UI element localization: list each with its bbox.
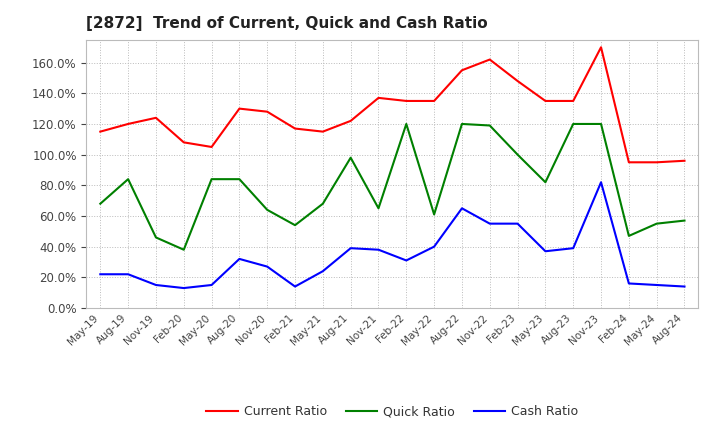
Cash Ratio [152,282,161,288]
Current Ratio [152,115,161,121]
Legend: Current Ratio, Quick Ratio, Cash Ratio: Current Ratio, Quick Ratio, Cash Ratio [202,400,583,423]
Quick Ratio [374,205,383,211]
Text: [2872]  Trend of Current, Quick and Cash Ratio: [2872] Trend of Current, Quick and Cash … [86,16,488,32]
Quick Ratio [624,233,633,238]
Quick Ratio [569,121,577,127]
Cash Ratio [430,244,438,249]
Current Ratio [346,118,355,124]
Cash Ratio [318,268,327,274]
Line: Quick Ratio: Quick Ratio [100,124,685,250]
Current Ratio [318,129,327,134]
Cash Ratio [235,256,243,261]
Quick Ratio [318,201,327,206]
Current Ratio [624,160,633,165]
Current Ratio [458,68,467,73]
Quick Ratio [179,247,188,253]
Current Ratio [513,78,522,84]
Current Ratio [569,98,577,103]
Quick Ratio [402,121,410,127]
Line: Cash Ratio: Cash Ratio [100,182,685,288]
Quick Ratio [597,121,606,127]
Cash Ratio [485,221,494,226]
Current Ratio [402,98,410,103]
Quick Ratio [291,223,300,228]
Current Ratio [485,57,494,62]
Current Ratio [179,140,188,145]
Cash Ratio [569,246,577,251]
Quick Ratio [652,221,661,226]
Quick Ratio [124,176,132,182]
Quick Ratio [152,235,161,240]
Cash Ratio [263,264,271,269]
Current Ratio [374,95,383,100]
Quick Ratio [485,123,494,128]
Quick Ratio [430,212,438,217]
Current Ratio [680,158,689,163]
Current Ratio [235,106,243,111]
Cash Ratio [96,271,104,277]
Cash Ratio [541,249,550,254]
Cash Ratio [124,271,132,277]
Cash Ratio [402,258,410,263]
Quick Ratio [346,155,355,160]
Current Ratio [652,160,661,165]
Quick Ratio [458,121,467,127]
Quick Ratio [513,152,522,157]
Cash Ratio [513,221,522,226]
Cash Ratio [624,281,633,286]
Cash Ratio [291,284,300,289]
Current Ratio [291,126,300,131]
Cash Ratio [597,180,606,185]
Current Ratio [96,129,104,134]
Current Ratio [207,144,216,150]
Current Ratio [124,121,132,127]
Quick Ratio [680,218,689,223]
Cash Ratio [374,247,383,253]
Quick Ratio [235,176,243,182]
Current Ratio [263,109,271,114]
Current Ratio [597,44,606,50]
Cash Ratio [680,284,689,289]
Cash Ratio [179,286,188,291]
Cash Ratio [458,205,467,211]
Line: Current Ratio: Current Ratio [100,47,685,162]
Current Ratio [541,98,550,103]
Quick Ratio [263,207,271,213]
Cash Ratio [346,246,355,251]
Quick Ratio [541,180,550,185]
Quick Ratio [207,176,216,182]
Current Ratio [430,98,438,103]
Cash Ratio [207,282,216,288]
Cash Ratio [652,282,661,288]
Quick Ratio [96,201,104,206]
